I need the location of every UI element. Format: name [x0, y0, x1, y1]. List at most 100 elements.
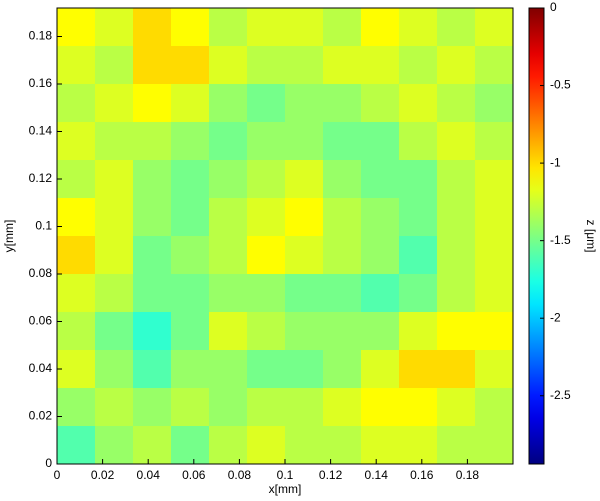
heatmap-cell	[361, 274, 400, 313]
x-tick-label: 0.12	[319, 468, 343, 482]
heatmap-cell	[285, 46, 324, 85]
y-tick-label: 0.12	[29, 171, 53, 185]
heatmap-cell	[437, 198, 476, 237]
heatmap-cell	[247, 426, 286, 465]
colorbar-tick-label: -1.5	[550, 233, 571, 247]
heatmap-cell	[399, 312, 438, 351]
heatmap-cell	[57, 274, 96, 313]
colorbar-tick-label: -0.5	[550, 78, 571, 92]
y-tick-label: 0.16	[29, 76, 53, 90]
heatmap-cell	[475, 426, 514, 465]
y-tick-label: 0.06	[29, 314, 53, 328]
heatmap-cell	[285, 236, 324, 275]
heatmap-cell	[95, 84, 134, 123]
heatmap-cell	[171, 388, 210, 427]
heatmap-cell	[285, 198, 324, 237]
heatmap-cell	[285, 388, 324, 427]
colorbar-tick-label: -1	[550, 155, 561, 169]
heatmap-cell	[323, 122, 362, 161]
heatmap-cell	[171, 122, 210, 161]
colorbar-label: z [μm]	[584, 220, 598, 253]
heatmap-cell	[209, 426, 248, 465]
heatmap-cell	[475, 274, 514, 313]
heatmap-cell	[285, 84, 324, 123]
heatmap-cell	[399, 350, 438, 389]
heatmap-cell	[209, 84, 248, 123]
colorbar-tick-label: 0	[550, 0, 557, 14]
heatmap-cell	[247, 46, 286, 85]
heatmap-cell	[133, 8, 172, 47]
heatmap-cell	[95, 122, 134, 161]
heatmap-cell	[209, 46, 248, 85]
heatmap-cell	[323, 312, 362, 351]
heatmap-cell	[399, 236, 438, 275]
heatmap-cell	[361, 388, 400, 427]
heatmap-cell	[95, 274, 134, 313]
heatmap-cell	[399, 8, 438, 47]
heatmap-cell	[323, 236, 362, 275]
heatmap-cell	[399, 274, 438, 313]
heatmap-cell	[171, 312, 210, 351]
heatmap-cell	[57, 426, 96, 465]
heatmap-cell	[437, 350, 476, 389]
heatmap-cell	[475, 8, 514, 47]
heatmap-cell	[285, 274, 324, 313]
heatmap-cell	[133, 388, 172, 427]
x-tick-label: 0.08	[228, 468, 252, 482]
heatmap-cell	[361, 160, 400, 199]
heatmap-cell	[95, 426, 134, 465]
heatmap-cell	[361, 350, 400, 389]
heatmap-cell	[133, 274, 172, 313]
heatmap-cell	[475, 122, 514, 161]
heatmap-cell	[171, 274, 210, 313]
heatmap-cell	[437, 388, 476, 427]
heatmap-cell	[57, 312, 96, 351]
heatmap-cell	[133, 84, 172, 123]
heatmap-cell	[323, 8, 362, 47]
heatmap-cell	[95, 160, 134, 199]
y-tick-label: 0.02	[29, 409, 53, 423]
x-tick-label: 0.16	[410, 468, 434, 482]
heatmap-cell	[95, 198, 134, 237]
heatmap-cell	[475, 46, 514, 85]
heatmap-cell	[171, 236, 210, 275]
heatmap-cell	[437, 122, 476, 161]
x-tick-label: 0.18	[456, 468, 480, 482]
heatmap-cell	[285, 122, 324, 161]
heatmap-cell	[361, 236, 400, 275]
heatmap-cell	[95, 312, 134, 351]
heatmap-cell	[57, 236, 96, 275]
heatmap-cell	[323, 350, 362, 389]
colorbar-tick-label: -2.5	[550, 388, 571, 402]
heatmap-cell	[437, 274, 476, 313]
heatmap-cell	[247, 312, 286, 351]
heatmap-cell	[361, 8, 400, 47]
heatmap-cell	[285, 312, 324, 351]
heatmap-cell	[475, 388, 514, 427]
heatmap-cell	[475, 160, 514, 199]
heatmap-cell	[399, 160, 438, 199]
y-tick-label: 0.18	[29, 29, 53, 43]
x-tick-label: 0.04	[137, 468, 161, 482]
heatmap-cell	[475, 236, 514, 275]
heatmap-cell	[361, 426, 400, 465]
x-tick-label: 0.06	[182, 468, 206, 482]
heatmap-cell	[247, 274, 286, 313]
heatmap-cell	[171, 84, 210, 123]
heatmap-cell	[57, 8, 96, 47]
heatmap-cell	[361, 84, 400, 123]
heatmap-cell	[437, 426, 476, 465]
heatmap-cell	[57, 122, 96, 161]
heatmap-cell	[437, 84, 476, 123]
heatmap-cell	[437, 312, 476, 351]
heatmap-cell	[133, 198, 172, 237]
heatmap-cell	[171, 160, 210, 199]
heatmap-cell	[209, 274, 248, 313]
heatmap-cell	[57, 350, 96, 389]
heatmap-cell	[437, 46, 476, 85]
heatmap-cell	[475, 84, 514, 123]
heatmap-cell	[323, 160, 362, 199]
x-tick-label: 0	[54, 468, 61, 482]
heatmap-cell	[171, 426, 210, 465]
heatmap-cell	[209, 236, 248, 275]
